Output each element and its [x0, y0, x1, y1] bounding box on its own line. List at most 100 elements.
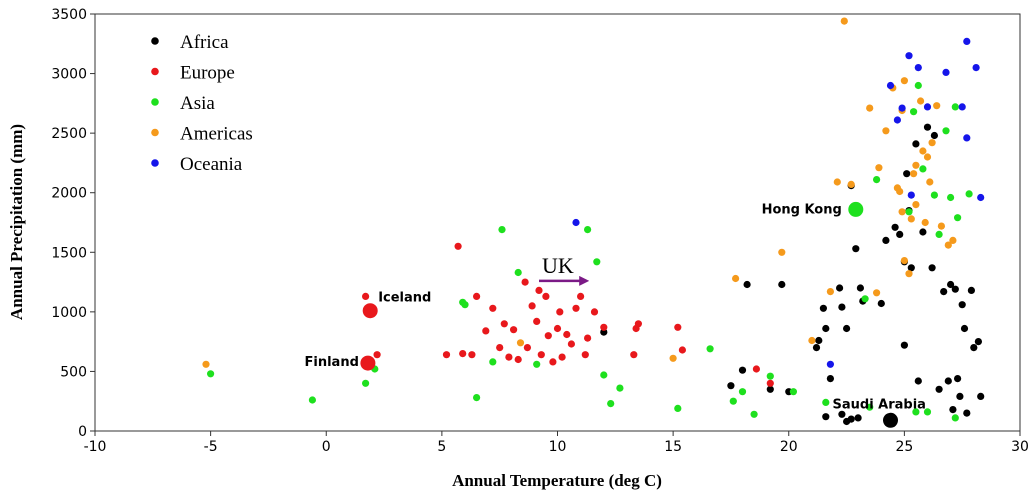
data-point-africa: [974, 338, 983, 346]
data-point-asia: [766, 372, 774, 380]
data-point-europe: [442, 351, 451, 359]
data-point-africa: [919, 228, 927, 236]
axis-ticks: -10 -5 0 5 10 15 20 25 30 0 500 1000 1500 2000 2500 300…: [51, 7, 1029, 455]
y-tick-label: 500: [60, 364, 87, 380]
data-point-americas: [919, 147, 927, 155]
data-point-africa: [956, 392, 964, 400]
data-point-americas: [917, 97, 925, 105]
data-point-oceania: [923, 103, 932, 111]
highlight-point-iceland: [362, 303, 378, 319]
legend-label-oceania: Oceania: [180, 154, 243, 175]
data-point-africa: [947, 280, 955, 289]
data-point-asia: [914, 81, 922, 90]
data-point-americas: [847, 180, 855, 188]
data-point-europe: [454, 242, 462, 250]
data-point-americas: [910, 170, 918, 178]
x-tick-label: -5: [204, 439, 218, 455]
data-point-americas: [669, 354, 677, 362]
data-point-europe: [590, 308, 599, 316]
y-tick-label: 2000: [51, 186, 87, 202]
data-point-africa: [914, 377, 922, 385]
highlight-label-saudi-arabia: Saudi Arabia: [833, 397, 926, 412]
data-point-africa: [923, 123, 932, 131]
legend: Africa Europe Asia Americas Oceania: [151, 32, 253, 175]
data-point-europe: [634, 320, 643, 328]
data-point-europe: [549, 358, 557, 366]
data-point-africa: [743, 280, 751, 289]
data-point-oceania: [972, 64, 980, 72]
legend-marker-europe: [151, 67, 159, 76]
data-point-asia: [905, 208, 913, 216]
data-point-americas: [778, 248, 786, 256]
data-point-europe: [373, 351, 381, 359]
data-point-africa: [958, 301, 966, 309]
data-point-americas: [912, 161, 920, 169]
data-point-asia: [489, 358, 497, 366]
data-point-asia: [600, 371, 608, 379]
data-point-asia: [514, 268, 522, 277]
data-point-africa: [891, 223, 899, 231]
data-point-europe: [558, 353, 566, 361]
data-point-europe: [523, 344, 532, 352]
data-point-europe: [674, 323, 682, 331]
data-point-oceania: [907, 191, 915, 199]
data-point-europe: [509, 326, 518, 334]
data-point-americas: [949, 236, 957, 244]
x-tick-label: 15: [664, 439, 682, 455]
data-point-asia: [789, 388, 798, 396]
data-point-americas: [923, 153, 932, 161]
data-point-americas: [840, 17, 848, 25]
data-point-oceania: [942, 68, 950, 76]
data-point-asia: [947, 193, 955, 202]
data-point-asia: [607, 400, 615, 408]
data-point-asia: [935, 230, 943, 238]
data-point-oceania: [886, 81, 895, 90]
highlight-label-finland: Finland: [305, 355, 359, 370]
data-point-europe: [489, 304, 497, 312]
data-point-asia: [951, 414, 959, 422]
data-point-asia: [822, 398, 830, 406]
legend-label-asia: Asia: [180, 93, 215, 114]
data-point-europe: [535, 286, 543, 294]
data-point-africa: [822, 413, 830, 421]
data-point-africa: [896, 230, 904, 238]
data-points: [202, 17, 985, 426]
plot-frame: [94, 13, 1021, 432]
data-point-africa: [812, 344, 821, 352]
data-point-americas: [926, 178, 934, 186]
data-point-europe: [630, 351, 638, 359]
data-point-europe: [563, 330, 571, 339]
data-point-africa: [882, 236, 890, 244]
data-point-africa: [928, 264, 936, 272]
data-point-europe: [584, 334, 592, 342]
data-point-oceania: [977, 193, 985, 202]
data-point-asia: [706, 345, 714, 353]
data-point-oceania: [893, 116, 902, 124]
data-point-asia: [674, 404, 682, 412]
data-point-africa: [826, 375, 835, 383]
data-point-americas: [900, 257, 909, 265]
data-point-asia: [498, 226, 506, 234]
data-point-africa: [951, 285, 959, 293]
data-point-europe: [600, 323, 608, 331]
data-point-asia: [912, 408, 920, 416]
data-point-europe: [553, 324, 562, 333]
data-point-europe: [537, 351, 545, 359]
y-axis-title: Annual Precipitation (mm): [7, 124, 26, 320]
data-point-europe: [521, 278, 529, 286]
data-point-oceania: [963, 37, 971, 46]
data-point-africa: [838, 410, 846, 418]
data-point-africa: [935, 385, 943, 393]
data-point-americas: [866, 104, 874, 112]
data-point-africa: [843, 324, 851, 333]
data-point-americas: [907, 215, 915, 223]
data-point-americas: [202, 360, 210, 368]
data-point-africa: [856, 284, 865, 292]
x-tick-label: 0: [322, 439, 331, 455]
data-point-africa: [900, 341, 909, 349]
data-point-asia: [729, 397, 737, 405]
data-point-africa: [815, 336, 823, 345]
data-point-americas: [905, 270, 913, 278]
x-axis-title: Annual Temperature (deg C): [452, 471, 662, 490]
data-point-europe: [514, 355, 522, 364]
